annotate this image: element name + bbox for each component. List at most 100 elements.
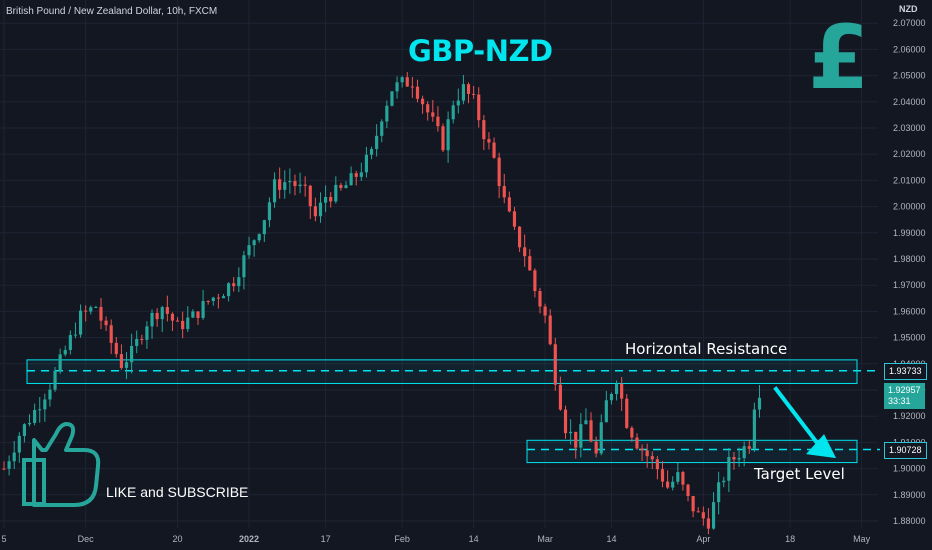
x-tick-label: 18	[785, 534, 795, 544]
candle-bull	[73, 334, 78, 336]
candle-bear	[196, 311, 200, 318]
candle-bear	[563, 409, 568, 434]
candle-bull	[742, 446, 746, 459]
candle-bull	[283, 182, 287, 190]
candle-bear	[574, 431, 578, 448]
resistance-price-tag: 1.93733	[884, 362, 927, 380]
chart-title: GBP-NZD	[408, 34, 553, 68]
candle-bear	[512, 211, 517, 227]
candle-bear	[701, 512, 705, 519]
candle-bull	[671, 481, 675, 488]
candle-bear	[216, 297, 220, 299]
candle-bear	[625, 398, 629, 428]
candle-bull	[288, 181, 292, 183]
y-tick-label: 2.03000	[893, 123, 926, 133]
y-tick-label: 2.04000	[893, 97, 926, 107]
candle-bull	[380, 121, 384, 136]
candle-bull	[359, 172, 363, 177]
candle-bear	[472, 93, 476, 95]
candle-bear	[650, 456, 654, 460]
candle-bull	[130, 345, 134, 363]
candle-bull	[257, 234, 261, 241]
candle-bear	[502, 186, 506, 198]
candle-bull	[364, 154, 369, 173]
candle-bear	[119, 354, 123, 368]
candle-bull	[711, 502, 716, 529]
candle-bull	[22, 424, 27, 436]
candle-bear	[517, 226, 522, 248]
candle-bear	[2, 468, 6, 470]
candle-bull	[717, 482, 721, 503]
candle-bull	[267, 202, 272, 221]
candle-bear	[528, 256, 532, 271]
candle-bull	[247, 245, 251, 256]
target-zone	[526, 439, 858, 464]
candle-bull	[324, 197, 328, 203]
y-tick-label: 1.95000	[893, 333, 926, 343]
candle-bull	[135, 338, 139, 346]
candle-bull	[369, 149, 374, 155]
candle-bull	[318, 202, 323, 217]
like-subscribe-text: LIKE and SUBSCRIBE	[106, 484, 249, 500]
candle-bear	[354, 173, 358, 177]
candle-bull	[375, 135, 379, 150]
candle-bear	[533, 270, 537, 292]
candle-bear	[303, 184, 307, 186]
candle-bear	[99, 306, 103, 321]
y-tick-label: 1.99000	[893, 228, 926, 238]
candle-bull	[727, 456, 731, 481]
y-tick-label: 1.89000	[893, 490, 926, 500]
candle-bull	[150, 312, 154, 327]
candle-bear	[686, 484, 690, 496]
candle-bear	[170, 313, 175, 321]
candle-bear	[420, 98, 425, 105]
candle-bull	[43, 399, 47, 410]
candle-bear	[523, 247, 527, 257]
candle-bull	[12, 452, 16, 462]
candle-bull	[252, 240, 256, 246]
arrow-head	[806, 434, 837, 459]
candle-bull	[446, 119, 450, 151]
y-tick-label: 2.01000	[893, 175, 926, 185]
candle-bull	[272, 179, 277, 203]
y-tick-label: 1.88000	[893, 516, 926, 526]
candle-bull	[599, 422, 603, 454]
candle-bear	[114, 342, 118, 355]
candle-bull	[395, 82, 399, 92]
candle-bull	[614, 383, 619, 395]
candle-bull	[609, 394, 614, 401]
candle-bear	[436, 116, 440, 127]
zones	[26, 359, 880, 464]
candle-bear	[165, 307, 169, 314]
arrow-shaft	[773, 386, 820, 446]
candle-bear	[594, 441, 598, 454]
y-tick-label: 1.90000	[893, 464, 926, 474]
candle-bear	[620, 383, 624, 399]
candle-bear	[635, 437, 639, 449]
candle-bull	[27, 422, 32, 425]
x-tick-label: Mar	[537, 534, 553, 544]
x-tick-label: May	[853, 534, 871, 544]
candle-bull	[237, 277, 241, 287]
candle-bear	[487, 139, 491, 143]
candle-bull	[17, 435, 21, 453]
time-axis: 5 Dec 20 2022 17 Feb 14 Mar 14 Apr 18 May	[1, 534, 870, 544]
candle-bear	[109, 325, 113, 343]
candle-bear	[681, 472, 685, 485]
x-tick-label: Feb	[394, 534, 410, 544]
candle-bull	[456, 100, 460, 106]
candle-bear	[181, 320, 185, 330]
candle-bull	[145, 326, 149, 340]
y-tick-label: 2.05000	[893, 71, 926, 81]
y-tick-label: 2.00000	[893, 202, 926, 212]
candle-bear	[441, 126, 445, 151]
candle-bear	[706, 518, 711, 529]
candle-bear	[206, 300, 210, 302]
x-tick-label: 14	[469, 534, 479, 544]
candle-bear	[640, 448, 644, 451]
candle-bull	[58, 354, 62, 371]
candle-bear	[140, 338, 144, 340]
x-tick-label: Apr	[696, 534, 710, 544]
grid-lines	[0, 0, 878, 528]
candle-bull	[7, 461, 11, 469]
